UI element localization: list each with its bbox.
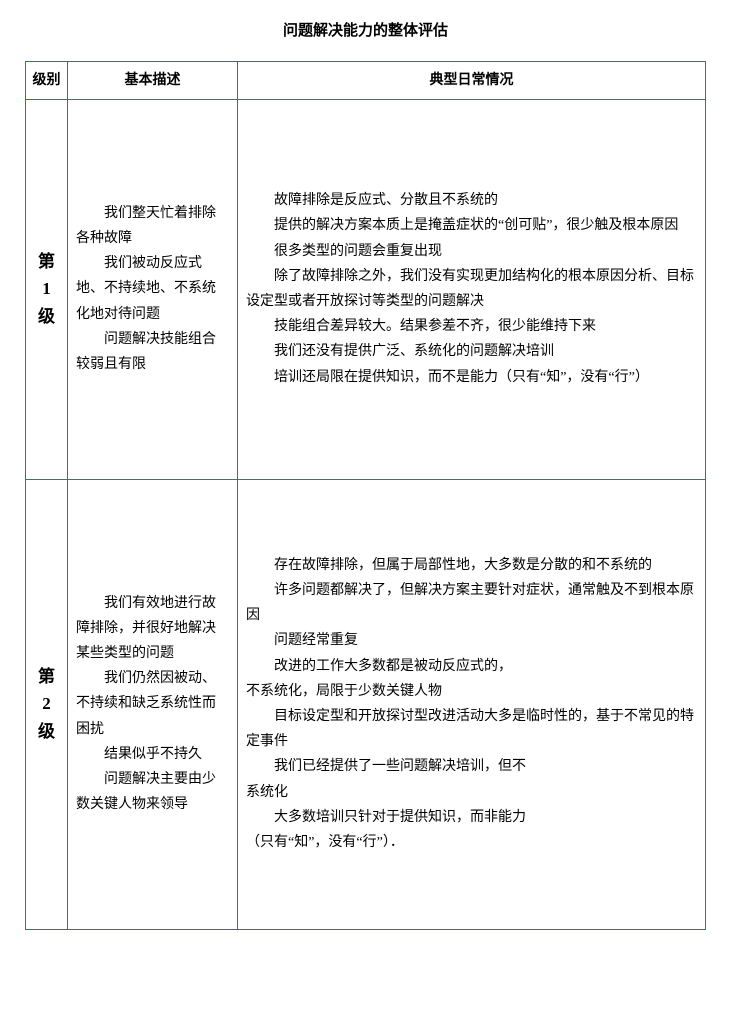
typical-item: 问题经常重复 bbox=[246, 628, 695, 653]
table-header-row: 级别 基本描述 典型日常情况 bbox=[26, 61, 706, 99]
level-char: 2 bbox=[26, 690, 67, 717]
level-char: 第 bbox=[26, 248, 67, 275]
desc-item: 结果似乎不持久 bbox=[76, 742, 227, 767]
assessment-table: 级别 基本描述 典型日常情况 第 1 级 我们整天忙着排除各种故障 我们被动反应… bbox=[25, 61, 706, 930]
typical-cell: 存在故障排除，但属于局部性地，大多数是分散的和不系统的 许多问题都解决了，但解决… bbox=[238, 479, 706, 929]
typical-item: 存在故障排除，但属于局部性地，大多数是分散的和不系统的 bbox=[246, 553, 695, 578]
level-char: 1 bbox=[26, 275, 67, 302]
typical-item: 我们还没有提供广泛、系统化的问题解决培训 bbox=[246, 339, 695, 364]
level-char: 第 bbox=[26, 663, 67, 690]
typical-item: 故障排除是反应式、分散且不系统的 bbox=[246, 188, 695, 213]
level-label: 第 1 级 bbox=[26, 99, 68, 479]
typical-item: 许多问题都解决了，但解决方案主要针对症状，通常触及不到根本原因 bbox=[246, 578, 695, 628]
typical-item: 培训还局限在提供知识，而不是能力（只有“知”，没有“行”） bbox=[246, 365, 695, 390]
typical-item: 大多数培训只针对于提供知识，而非能力（只有“知”，没有“行”）． bbox=[246, 805, 695, 855]
typical-item-line: 大多数培训只针对于提供知识，而非能力 bbox=[246, 805, 695, 830]
typical-item: 提供的解决方案本质上是掩盖症状的“创可贴”，很少触及根本原因 bbox=[246, 213, 695, 238]
desc-item: 我们仍然因被动、不持续和缺乏系统性而困扰 bbox=[76, 666, 227, 742]
typical-item-line: 存在故障排除，但属于局部性地，大多数是分散的和不系统的 bbox=[246, 553, 695, 578]
desc-item: 我们被动反应式地、不持续地、不系统化地对待问题 bbox=[76, 251, 227, 327]
typical-item-line: 问题经常重复 bbox=[246, 628, 695, 653]
typical-item: 很多类型的问题会重复出现 bbox=[246, 239, 695, 264]
typical-item-line: 改进的工作大多数都是被动反应式的， bbox=[246, 654, 695, 679]
header-desc: 基本描述 bbox=[68, 61, 238, 99]
page-title: 问题解决能力的整体评估 bbox=[25, 20, 706, 43]
typical-item-line: 我们已经提供了一些问题解决培训，但不 bbox=[246, 754, 695, 779]
level-label: 第 2 级 bbox=[26, 479, 68, 929]
header-level: 级别 bbox=[26, 61, 68, 99]
typical-item-cont: 不系统化，局限于少数关键人物 bbox=[246, 679, 695, 704]
desc-cell: 我们整天忙着排除各种故障 我们被动反应式地、不持续地、不系统化地对待问题 问题解… bbox=[68, 99, 238, 479]
desc-item: 我们整天忙着排除各种故障 bbox=[76, 201, 227, 251]
desc-item: 问题解决主要由少数关键人物来领导 bbox=[76, 767, 227, 817]
typical-item-line: 目标设定型和开放探讨型改进活动大多是临时性的，基于不常见的特定事件 bbox=[246, 704, 695, 754]
level-char: 级 bbox=[26, 303, 67, 330]
typical-item: 技能组合差异较大。结果参差不齐，很少能维持下来 bbox=[246, 314, 695, 339]
typical-item-cont: （只有“知”，没有“行”）． bbox=[246, 830, 695, 855]
level-char: 级 bbox=[26, 718, 67, 745]
typical-item: 我们已经提供了一些问题解决培训，但不系统化 bbox=[246, 754, 695, 804]
table-row: 第 1 级 我们整天忙着排除各种故障 我们被动反应式地、不持续地、不系统化地对待… bbox=[26, 99, 706, 479]
typical-item-line: 许多问题都解决了，但解决方案主要针对症状，通常触及不到根本原因 bbox=[246, 578, 695, 628]
desc-item: 我们有效地进行故障排除，并很好地解决某些类型的问题 bbox=[76, 591, 227, 667]
table-row: 第 2 级 我们有效地进行故障排除，并很好地解决某些类型的问题 我们仍然因被动、… bbox=[26, 479, 706, 929]
typical-item: 除了故障排除之外，我们没有实现更加结构化的根本原因分析、目标设定型或者开放探讨等… bbox=[246, 264, 695, 314]
typical-item-cont: 系统化 bbox=[246, 780, 695, 805]
header-typical: 典型日常情况 bbox=[238, 61, 706, 99]
typical-item: 改进的工作大多数都是被动反应式的，不系统化，局限于少数关键人物 bbox=[246, 654, 695, 704]
desc-cell: 我们有效地进行故障排除，并很好地解决某些类型的问题 我们仍然因被动、不持续和缺乏… bbox=[68, 479, 238, 929]
desc-item: 问题解决技能组合较弱且有限 bbox=[76, 327, 227, 377]
typical-item: 目标设定型和开放探讨型改进活动大多是临时性的，基于不常见的特定事件 bbox=[246, 704, 695, 754]
typical-cell: 故障排除是反应式、分散且不系统的 提供的解决方案本质上是掩盖症状的“创可贴”，很… bbox=[238, 99, 706, 479]
